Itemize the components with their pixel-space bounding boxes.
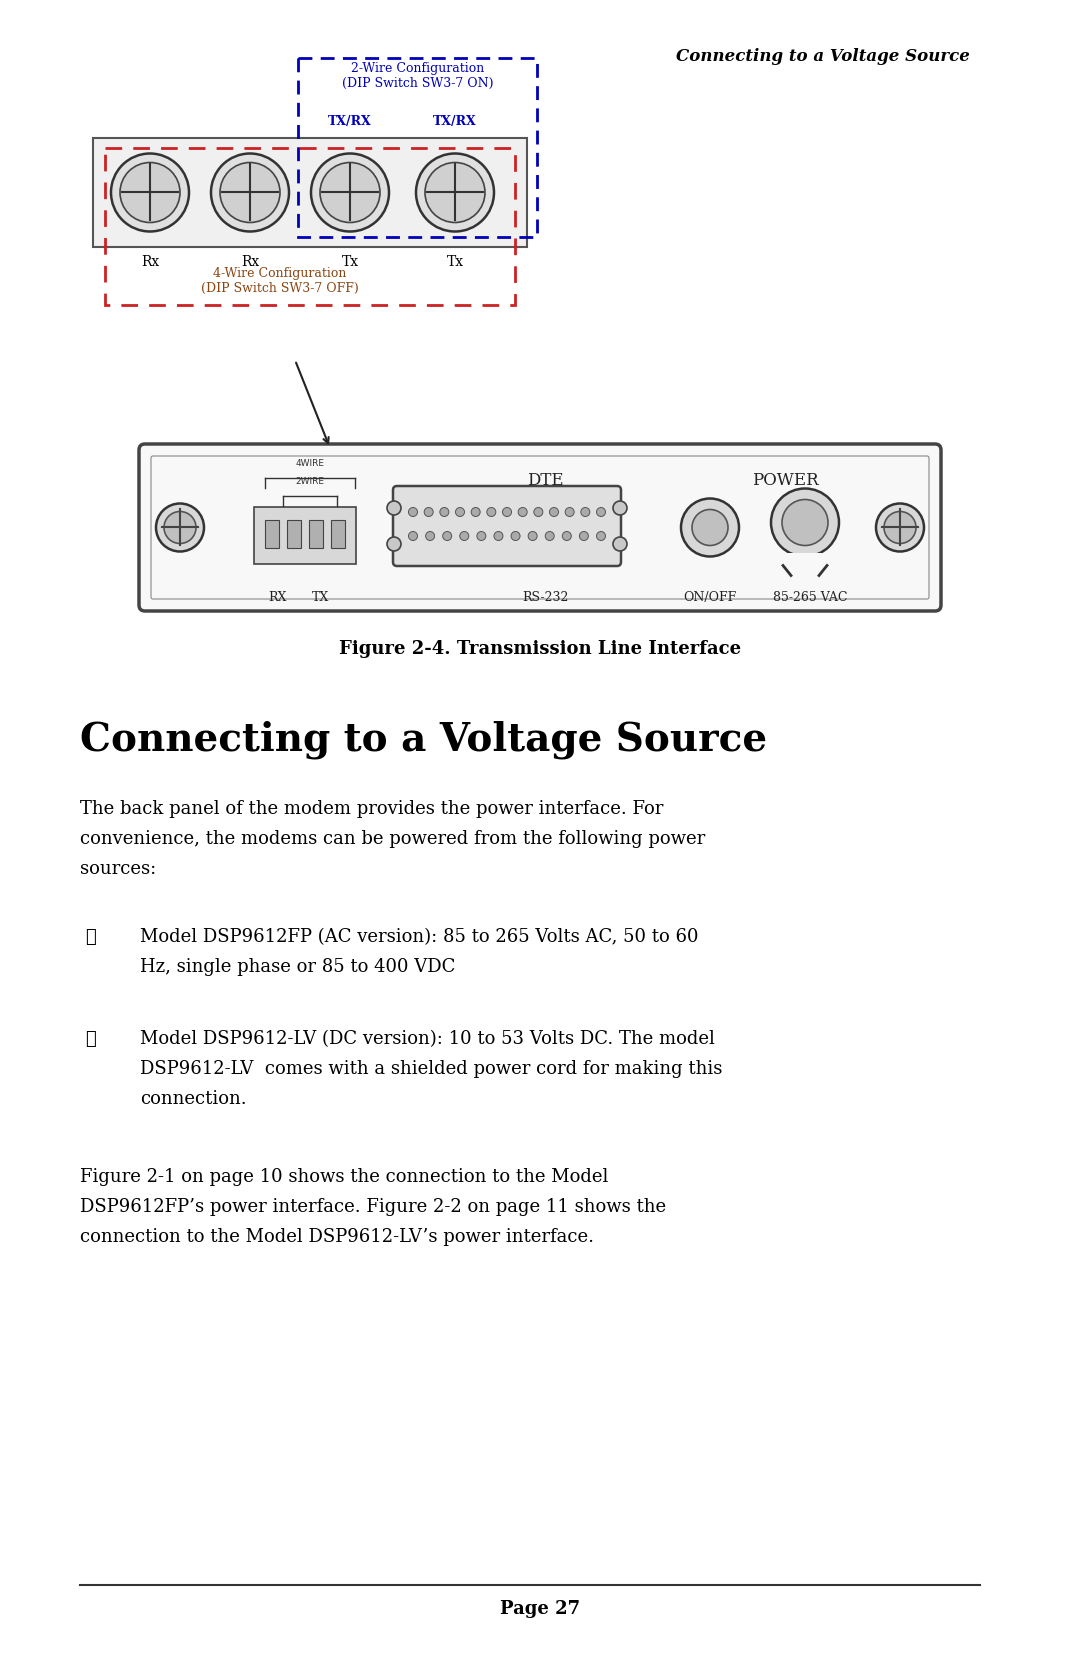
Text: Figure 2-4. Transmission Line Interface: Figure 2-4. Transmission Line Interface xyxy=(339,639,741,658)
Ellipse shape xyxy=(565,507,575,516)
Ellipse shape xyxy=(426,162,485,222)
Text: RX: RX xyxy=(268,591,286,604)
Ellipse shape xyxy=(440,507,449,516)
Bar xyxy=(330,521,345,547)
Ellipse shape xyxy=(220,162,280,222)
Text: Connecting to a Voltage Source: Connecting to a Voltage Source xyxy=(676,48,970,65)
Text: 2WIRE: 2WIRE xyxy=(296,477,324,486)
Text: Model DSP9612FP (AC version): 85 to 265 Volts AC, 50 to 60: Model DSP9612FP (AC version): 85 to 265 … xyxy=(140,928,699,946)
Text: TX: TX xyxy=(312,591,329,604)
Ellipse shape xyxy=(782,499,828,546)
Ellipse shape xyxy=(471,507,481,516)
Bar xyxy=(309,521,323,547)
Text: Rx: Rx xyxy=(140,255,159,269)
Ellipse shape xyxy=(502,507,512,516)
Text: Tx: Tx xyxy=(341,255,359,269)
FancyBboxPatch shape xyxy=(139,444,941,611)
Ellipse shape xyxy=(311,154,389,232)
Ellipse shape xyxy=(111,154,189,232)
Text: The back panel of the modem provides the power interface. For: The back panel of the modem provides the… xyxy=(80,799,663,818)
Ellipse shape xyxy=(487,507,496,516)
Bar xyxy=(298,58,537,237)
Text: Model DSP9612-LV (DC version): 10 to 53 Volts DC. The model: Model DSP9612-LV (DC version): 10 to 53 … xyxy=(140,1030,715,1048)
Text: Connecting to a Voltage Source: Connecting to a Voltage Source xyxy=(80,719,767,758)
Ellipse shape xyxy=(596,507,606,516)
Bar xyxy=(105,149,515,305)
Ellipse shape xyxy=(477,531,486,541)
Ellipse shape xyxy=(120,162,180,222)
Ellipse shape xyxy=(460,531,469,541)
Ellipse shape xyxy=(579,531,589,541)
Text: Page 27: Page 27 xyxy=(500,1601,580,1617)
Text: Figure 2-1 on page 10 shows the connection to the Model: Figure 2-1 on page 10 shows the connecti… xyxy=(80,1168,608,1187)
Ellipse shape xyxy=(596,531,606,541)
Bar xyxy=(265,521,279,547)
Text: Hz, single phase or 85 to 400 VDC: Hz, single phase or 85 to 400 VDC xyxy=(140,958,456,976)
Bar xyxy=(287,521,301,547)
Ellipse shape xyxy=(416,154,494,232)
Text: 85-265 VAC: 85-265 VAC xyxy=(773,591,847,604)
Text: 4-Wire Configuration
(DIP Switch SW3-7 OFF): 4-Wire Configuration (DIP Switch SW3-7 O… xyxy=(201,267,359,295)
Text: connection.: connection. xyxy=(140,1090,246,1108)
Ellipse shape xyxy=(876,504,924,551)
Text: RS-232: RS-232 xyxy=(522,591,568,604)
Text: DSP9612FP’s power interface. Figure 2-2 on page 11 shows the: DSP9612FP’s power interface. Figure 2-2 … xyxy=(80,1198,666,1217)
Ellipse shape xyxy=(545,531,554,541)
Ellipse shape xyxy=(426,531,434,541)
Text: connection to the Model DSP9612-LV’s power interface.: connection to the Model DSP9612-LV’s pow… xyxy=(80,1228,594,1247)
Ellipse shape xyxy=(681,499,739,556)
Bar xyxy=(783,552,827,574)
Text: Tx: Tx xyxy=(446,255,463,269)
FancyBboxPatch shape xyxy=(93,139,527,247)
Ellipse shape xyxy=(408,507,418,516)
Ellipse shape xyxy=(581,507,590,516)
Ellipse shape xyxy=(443,531,451,541)
Ellipse shape xyxy=(550,507,558,516)
Ellipse shape xyxy=(387,537,401,551)
Ellipse shape xyxy=(156,504,204,551)
Text: ❖: ❖ xyxy=(85,928,96,946)
Text: ON/OFF: ON/OFF xyxy=(684,591,737,604)
Ellipse shape xyxy=(692,509,728,546)
Ellipse shape xyxy=(408,531,418,541)
Text: Rx: Rx xyxy=(241,255,259,269)
Ellipse shape xyxy=(320,162,380,222)
Ellipse shape xyxy=(563,531,571,541)
Text: 2-Wire Configuration
(DIP Switch SW3-7 ON): 2-Wire Configuration (DIP Switch SW3-7 O… xyxy=(341,62,494,90)
Ellipse shape xyxy=(771,489,839,556)
Ellipse shape xyxy=(164,511,195,544)
Ellipse shape xyxy=(456,507,464,516)
Text: 4WIRE: 4WIRE xyxy=(296,459,324,467)
Text: TX/RX: TX/RX xyxy=(433,115,477,129)
Ellipse shape xyxy=(518,507,527,516)
Ellipse shape xyxy=(613,501,627,516)
Text: POWER: POWER xyxy=(752,472,819,489)
Ellipse shape xyxy=(211,154,289,232)
Text: DSP9612-LV  comes with a shielded power cord for making this: DSP9612-LV comes with a shielded power c… xyxy=(140,1060,723,1078)
Text: ❖: ❖ xyxy=(85,1030,96,1048)
Text: sources:: sources: xyxy=(80,860,157,878)
Text: convenience, the modems can be powered from the following power: convenience, the modems can be powered f… xyxy=(80,829,705,848)
Text: TX/RX: TX/RX xyxy=(328,115,372,129)
Ellipse shape xyxy=(511,531,521,541)
FancyBboxPatch shape xyxy=(254,507,356,564)
Ellipse shape xyxy=(528,531,537,541)
Ellipse shape xyxy=(424,507,433,516)
Ellipse shape xyxy=(534,507,543,516)
Ellipse shape xyxy=(613,537,627,551)
Ellipse shape xyxy=(387,501,401,516)
Text: DTE: DTE xyxy=(527,472,564,489)
Ellipse shape xyxy=(494,531,503,541)
FancyBboxPatch shape xyxy=(393,486,621,566)
Ellipse shape xyxy=(885,511,916,544)
